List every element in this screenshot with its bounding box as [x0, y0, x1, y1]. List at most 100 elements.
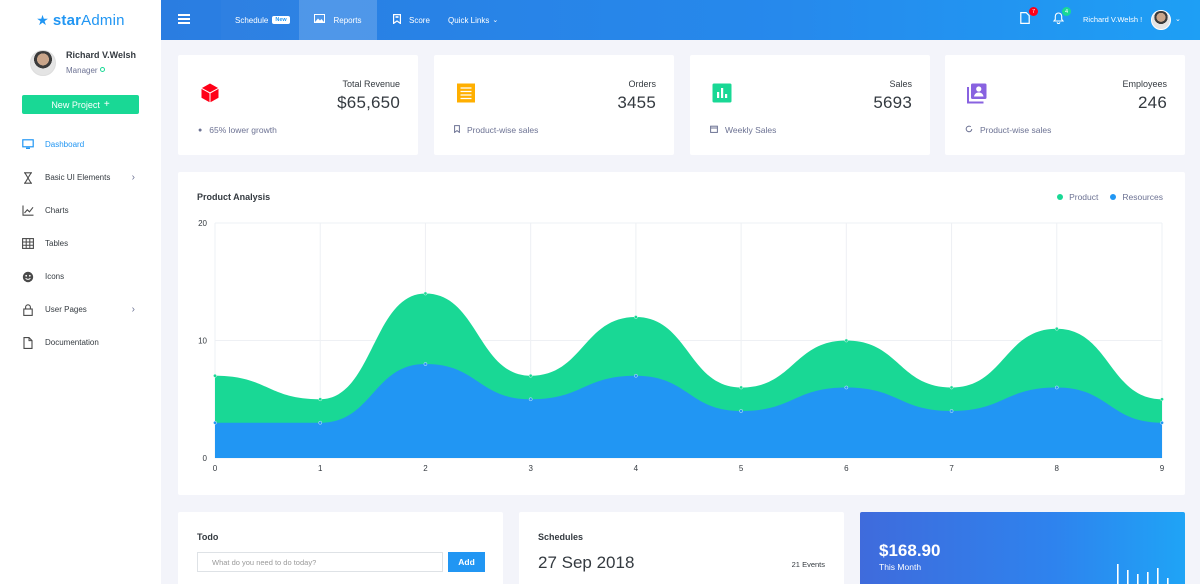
nav-quick-links-label: Quick Links [448, 15, 490, 25]
plus-icon: + [103, 99, 110, 110]
data-point-product [423, 291, 428, 296]
avatar[interactable] [1151, 10, 1171, 30]
nav-schedule-label: Schedule [235, 15, 269, 25]
emoticon-icon [22, 271, 34, 283]
todo-title: Todo [197, 532, 219, 542]
sidebar-item-basic-ui-elements[interactable]: Basic UI Elements › [0, 161, 161, 194]
sidebar-item-label: Icons [45, 272, 65, 281]
todo-card: Todo Add [178, 512, 503, 584]
poll-box-icon [711, 82, 733, 104]
spark-bar [1167, 578, 1169, 584]
nav-quick-links[interactable]: Quick Links ⌄ [448, 0, 498, 40]
menu-toggle-icon[interactable] [178, 14, 190, 24]
messages-button[interactable]: 7 [1018, 7, 1038, 27]
stat-value: 5693 [873, 93, 912, 112]
data-point-product [213, 373, 217, 378]
legend-item-product: Product [1057, 192, 1098, 202]
stat-card-total-revenue: Total Revenue $65,650 ● 65% lower growth [178, 55, 418, 155]
data-point-resources [949, 409, 954, 413]
account-box-icon [966, 82, 988, 104]
spark-bar [1127, 570, 1129, 584]
spark-bar [1137, 574, 1139, 584]
receipt-icon [455, 82, 477, 104]
todo-input[interactable] [197, 552, 443, 572]
stat-card-orders: Orders 3455 Product-wise sales [434, 55, 674, 155]
nav-reports[interactable]: Reports [299, 0, 377, 40]
data-point-product [739, 385, 743, 390]
stat-footer: ● 65% lower growth [198, 125, 277, 135]
sidebar-item-user-pages[interactable]: User Pages › [0, 293, 161, 326]
x-tick-label: 2 [423, 464, 428, 473]
image-icon [314, 14, 326, 26]
data-point-resources [844, 385, 849, 390]
data-point-resources [213, 420, 217, 425]
sidebar-item-tables[interactable]: Tables [0, 227, 161, 260]
chart-title: Product Analysis [197, 192, 271, 202]
stat-footer: Weekly Sales [710, 125, 776, 135]
x-tick-label: 6 [844, 464, 849, 473]
refresh-icon [965, 125, 973, 135]
x-tick-label: 1 [318, 464, 323, 473]
revenue-label: This Month [879, 562, 922, 572]
data-point-product [949, 385, 954, 390]
brand-logo[interactable]: ★ starAdmin [0, 0, 161, 40]
stat-value: 246 [1138, 93, 1167, 112]
data-point-product [844, 338, 849, 343]
sidebar-item-label: Charts [45, 206, 69, 215]
product-analysis-card: 0 1 2 3 4 5 6 7 8 9 0 10 20 Product Analysis Product… [178, 172, 1185, 495]
stat-value: 3455 [617, 93, 656, 112]
top-user-name[interactable]: Richard V.Welsh ! [1083, 15, 1143, 24]
x-tick-label: 3 [528, 464, 533, 473]
nav-score[interactable]: Score [393, 0, 430, 40]
legend-dot-icon [1057, 194, 1064, 200]
data-point-resources [634, 373, 638, 378]
nav-schedule[interactable]: Schedule New [221, 0, 299, 40]
sidebar-item-label: User Pages [45, 305, 87, 314]
spark-bar [1147, 572, 1149, 584]
new-project-button[interactable]: New Project + [22, 95, 139, 114]
legend-dot-icon [1110, 194, 1117, 200]
x-tick-label: 0 [213, 464, 218, 473]
lock-icon [22, 303, 34, 316]
avatar[interactable] [30, 50, 56, 76]
legend-label: Product [1069, 192, 1099, 202]
monitor-icon [22, 139, 34, 151]
data-point-resources [528, 397, 533, 402]
nav-reports-label: Reports [333, 15, 362, 25]
table-icon [22, 238, 34, 250]
legend-item-resources: Resources [1110, 192, 1163, 202]
notifications-button[interactable]: 4 [1051, 7, 1071, 26]
sidebar-item-label: Dashboard [45, 140, 85, 149]
sidebar: ★ starAdmin Richard V.Welsh Manager New … [0, 0, 161, 584]
schedule-date: 27 Sep 2018 [538, 553, 635, 572]
brand-name: starAdmin [52, 11, 125, 29]
cube-icon [199, 82, 221, 104]
legend-label: Resources [1122, 192, 1163, 202]
chevron-down-icon[interactable]: ⌄ [1175, 16, 1181, 23]
chart-line-icon [22, 205, 34, 217]
file-document-icon [1020, 11, 1030, 27]
messages-count-badge: 7 [1029, 7, 1038, 16]
stat-label: Sales [889, 79, 912, 89]
add-todo-button[interactable]: Add [448, 552, 485, 572]
data-point-resources [423, 362, 428, 366]
sidebar-item-charts[interactable]: Charts [0, 194, 161, 227]
data-point-product [318, 397, 323, 402]
product-analysis-chart: 0 1 2 3 4 5 6 7 8 9 0 10 20 [198, 219, 1165, 473]
user-profile[interactable]: Richard V.Welsh Manager [30, 50, 150, 80]
schedule-events-count: 21 Events [791, 560, 825, 569]
stat-footer: Product-wise sales [965, 125, 1051, 135]
data-point-resources [739, 409, 743, 413]
schedules-title: Schedules [538, 532, 584, 542]
data-point-product [1160, 397, 1164, 402]
chevron-right-icon: › [131, 304, 135, 315]
sidebar-item-dashboard[interactable]: Dashboard [0, 128, 161, 161]
top-navbar: Schedule New Reports Score Quick Links ⌄… [161, 0, 1200, 40]
sidebar-item-icons[interactable]: Icons [0, 260, 161, 293]
sidebar-item-documentation[interactable]: Documentation [0, 326, 161, 359]
profile-role: Manager [66, 66, 105, 75]
revenue-sparkline-bars [1117, 564, 1169, 584]
notifications-count-badge: 4 [1062, 7, 1071, 16]
y-tick-label: 10 [198, 337, 207, 346]
x-tick-label: 8 [1055, 464, 1060, 473]
